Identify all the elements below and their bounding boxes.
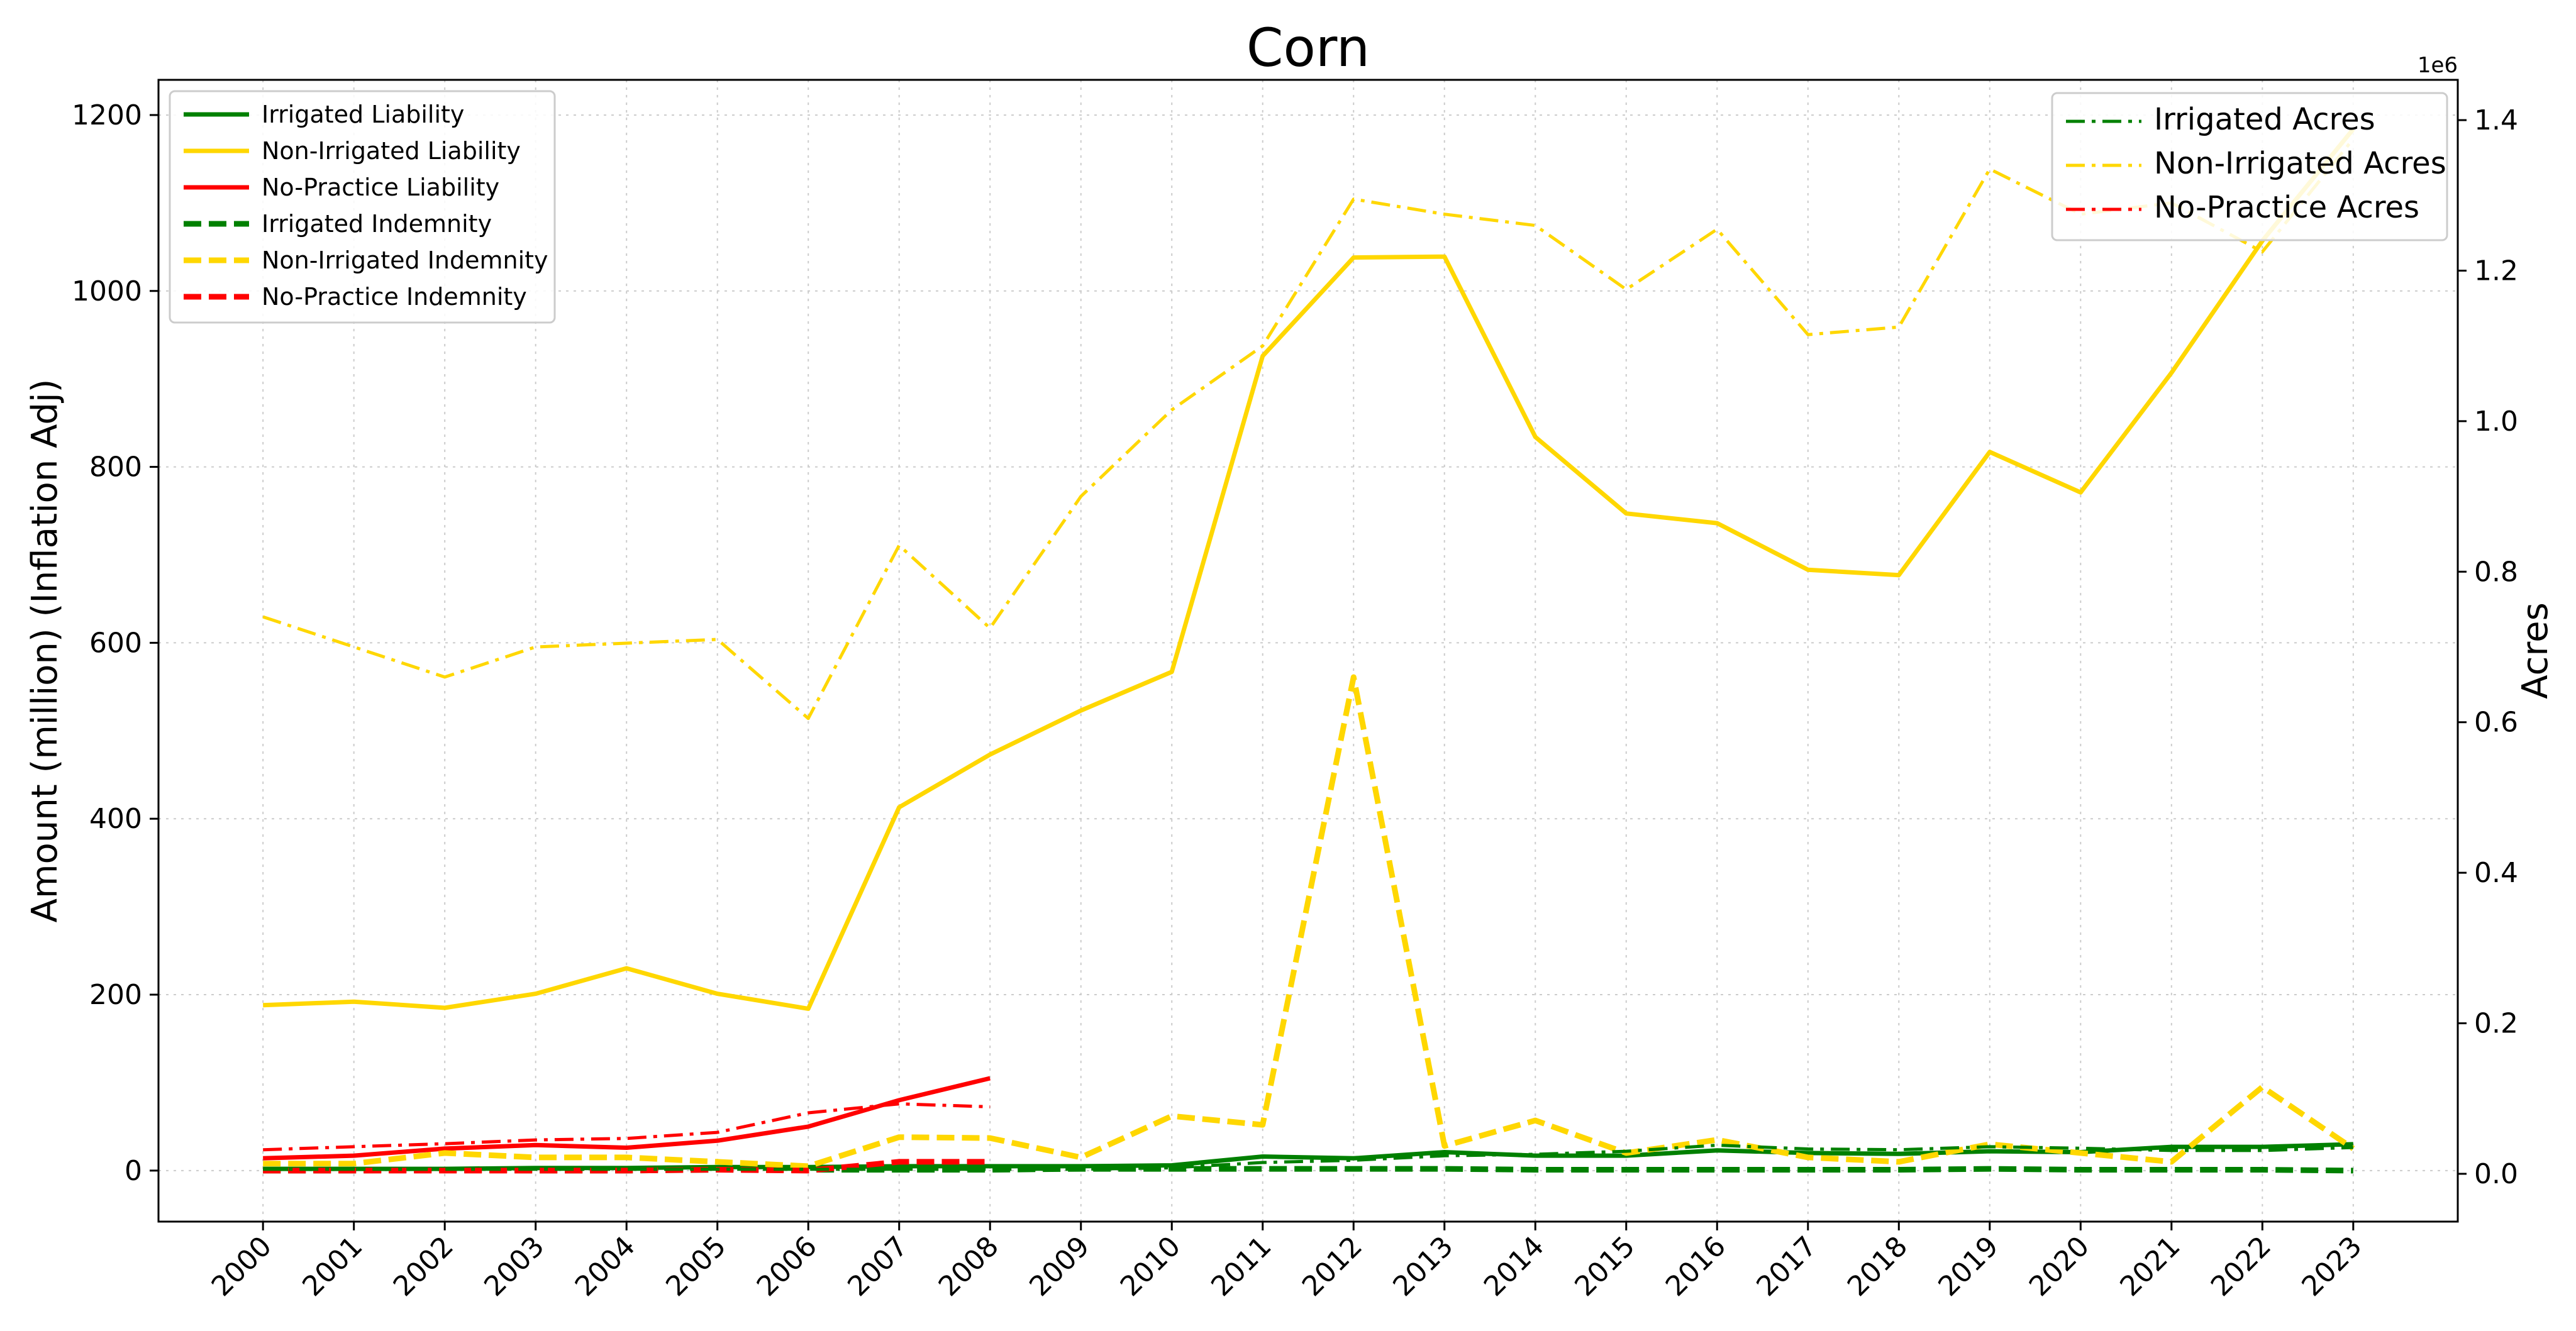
y-tick-label: 800 xyxy=(89,451,142,483)
series-line-no-practice-acres xyxy=(263,1102,991,1152)
x-tick-label: 2012 xyxy=(1296,1230,1368,1303)
y-tick-label: 600 xyxy=(89,627,142,659)
x-tick-label: 2002 xyxy=(387,1230,460,1303)
plot-frame xyxy=(157,79,2459,1223)
x-tick-label: 2000 xyxy=(206,1230,278,1303)
y-tick-label: 1200 xyxy=(72,99,142,131)
x-tick-label: 2014 xyxy=(1478,1230,1550,1303)
series-line-non-irrigated-liability xyxy=(263,128,2355,1011)
legend-label-non-irrigated-indemnity: Non-Irrigated Indemnity xyxy=(262,246,548,274)
legend-label-non-irrigated-liability: Non-Irrigated Liability xyxy=(262,137,521,165)
x-tick-label: 2008 xyxy=(933,1230,1005,1303)
legend-box xyxy=(2051,92,2448,241)
chart-title: Corn xyxy=(1246,17,1370,79)
x-tick-label: 2005 xyxy=(660,1230,732,1303)
series-line-non-irrigated-acres xyxy=(262,138,2355,721)
x-tick-label: 2023 xyxy=(2296,1230,2368,1303)
series-line-irrigated-indemnity xyxy=(263,1166,2353,1174)
y-tick-label: 400 xyxy=(89,803,142,835)
y2-tick-label: 1.0 xyxy=(2474,406,2518,438)
x-tick-label: 2015 xyxy=(1568,1230,1641,1303)
x-tick-label: 2011 xyxy=(1205,1230,1277,1303)
y2-tick-label: 0.8 xyxy=(2474,556,2518,588)
legend-label-no-practice-indemnity: No-Practice Indemnity xyxy=(262,283,527,311)
series-line-non-irrigated-indemnity xyxy=(263,674,2355,1169)
y-tick-label: 1000 xyxy=(72,275,142,307)
y-axis-right-label: Acres xyxy=(2515,602,2556,699)
legend-label-irrigated-liability: Irrigated Liability xyxy=(262,101,464,128)
x-tick-label: 2021 xyxy=(2114,1230,2186,1303)
y-tick-label: 200 xyxy=(89,979,142,1011)
x-tick-label: 2010 xyxy=(1114,1230,1187,1303)
legend-label-no-practice-liability: No-Practice Liability xyxy=(262,174,499,201)
y2-tick-label: 0.6 xyxy=(2474,707,2518,739)
legend-label-irrigated-acres: Irrigated Acres xyxy=(2154,102,2375,137)
y-axis-left: 0 200 400 600 800 1000 1200 xyxy=(72,99,158,1187)
x-tick-label: 2022 xyxy=(2205,1230,2277,1303)
legend-label-no-practice-acres: No-Practice Acres xyxy=(2154,190,2419,225)
y-axis-left-label: Amount (million) (Inflation Adj) xyxy=(25,379,65,923)
legend-left: Irrigated Liability Non-Irrigated Liabili… xyxy=(169,90,556,324)
y-axis-right-offset: 1e6 xyxy=(2418,53,2458,78)
y2-tick-label: 0.2 xyxy=(2474,1008,2518,1040)
series-group xyxy=(262,128,2355,1174)
series-line-irrigated-acres xyxy=(263,1144,2353,1171)
x-tick-label: 2017 xyxy=(1750,1230,1823,1303)
x-tick-label: 2003 xyxy=(478,1230,550,1303)
x-tick-label: 2006 xyxy=(751,1230,823,1303)
y2-tick-label: 0.4 xyxy=(2474,857,2518,889)
x-tick-label: 2016 xyxy=(1660,1230,1732,1303)
grid xyxy=(158,80,2458,1222)
y2-tick-label: 1.4 xyxy=(2474,104,2518,136)
y-tick-label: 0 xyxy=(125,1155,142,1187)
y2-tick-label: 1.2 xyxy=(2474,255,2518,287)
legend-box xyxy=(169,90,556,324)
x-tick-label: 2001 xyxy=(296,1230,369,1303)
legend-label-non-irrigated-acres: Non-Irrigated Acres xyxy=(2154,146,2446,181)
x-tick-label: 2019 xyxy=(1932,1230,2004,1303)
x-tick-label: 2018 xyxy=(1841,1230,1914,1303)
series-line-irrigated-liability xyxy=(263,1142,2353,1171)
x-tick-label: 2013 xyxy=(1387,1230,1459,1303)
y-axis-right: 0.0 0.2 0.4 0.6 0.8 1.0 1.2 1.4 xyxy=(2458,104,2518,1190)
legend-label-irrigated-indemnity: Irrigated Indemnity xyxy=(262,210,492,238)
x-tick-label: 2009 xyxy=(1023,1230,1096,1303)
x-tick-label: 2020 xyxy=(2023,1230,2096,1303)
series-line-no-practice-liability xyxy=(263,1076,991,1161)
x-tick-label: 2007 xyxy=(841,1230,914,1303)
legend-right: Irrigated Acres Non-Irrigated Acres No-Pra… xyxy=(2051,92,2448,241)
y2-tick-label: 0.0 xyxy=(2474,1158,2518,1190)
x-axis: 2000 2001 2002 2003 2004 2005 2006 2007 2008 2009… xyxy=(206,1222,2368,1303)
series-line-no-practice-indemnity xyxy=(263,1159,991,1174)
x-tick-label: 2004 xyxy=(569,1230,641,1303)
